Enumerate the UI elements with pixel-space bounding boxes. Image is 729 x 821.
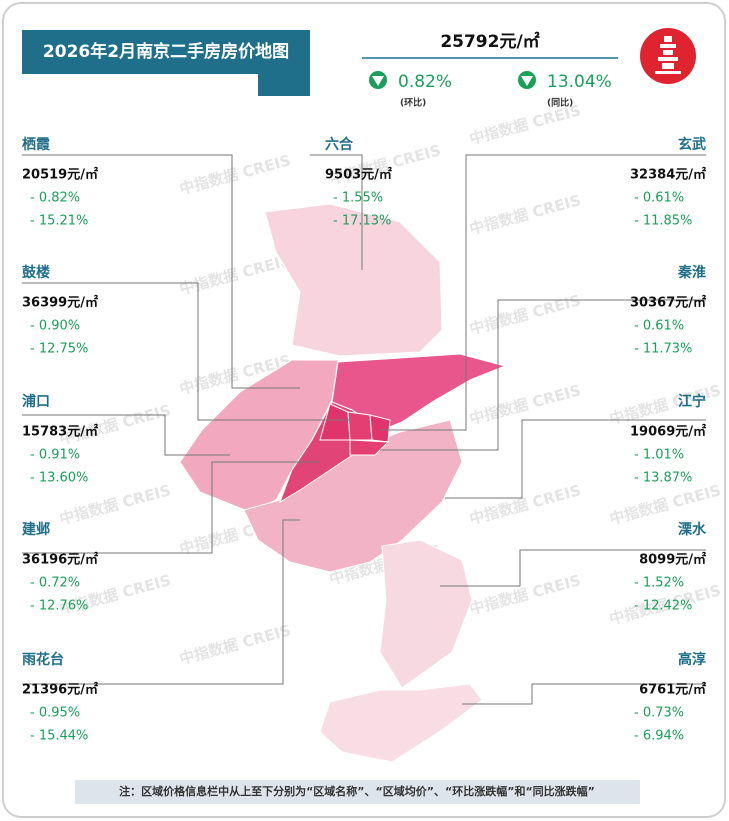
- district-block: 建邺 36196元/㎡ - 0.72% - 12.76%: [22, 521, 98, 614]
- leader-line: [310, 154, 363, 270]
- region-qinhuai: [349, 439, 390, 456]
- note: 注：区域价格信息栏中从上至下分别为“区域名称”、“区域均价”、“环比涨跌幅”和“…: [119, 784, 595, 798]
- district-mom: - 1.52%: [634, 576, 684, 591]
- leader-line: [445, 419, 706, 499]
- district-mom: - 0.90%: [30, 319, 80, 334]
- district-name: 栖霞: [22, 136, 51, 153]
- district-name: 江宁: [678, 393, 706, 410]
- leader-line: [22, 154, 300, 389]
- region-gulou: [347, 411, 373, 441]
- leader-line: [440, 549, 706, 587]
- district-block: 玄武 32384元/㎡ - 0.61% - 11.85%: [630, 136, 706, 229]
- district-price: 32384元/㎡: [630, 167, 706, 183]
- district-block: 浦口 15783元/㎡ - 0.91% - 13.60%: [22, 393, 98, 486]
- district-price: 9503元/㎡: [325, 167, 392, 183]
- district-yoy: - 15.21%: [30, 214, 88, 229]
- district-mom: - 0.73%: [634, 706, 684, 721]
- logo-part: [660, 44, 676, 48]
- district-mom: - 1.55%: [333, 191, 383, 206]
- leader-lines: [22, 154, 706, 705]
- district-mom: - 0.91%: [30, 448, 80, 463]
- banner-shape: [22, 30, 310, 96]
- district-yoy: - 13.87%: [634, 471, 692, 486]
- mom-label: (环比): [400, 97, 426, 109]
- district-yoy: - 11.73%: [634, 342, 692, 357]
- district-price: 36196元/㎡: [22, 552, 98, 568]
- district-yoy: - 15.44%: [30, 729, 88, 744]
- leader-line: [462, 683, 706, 705]
- district-yoy: - 11.85%: [634, 214, 692, 229]
- district-labels: 栖霞 20519元/㎡ - 0.82% - 15.21% 鼓楼 36399元/㎡ - 0.9…: [22, 136, 707, 744]
- district-price: 30367元/㎡: [630, 295, 706, 311]
- district-yoy: - 12.42%: [634, 599, 692, 614]
- district-yoy: - 12.76%: [30, 599, 88, 614]
- district-block: 六合 9503元/㎡ - 1.55% - 17.13%: [325, 136, 392, 229]
- district-mom: - 1.01%: [634, 448, 684, 463]
- leader-line: [380, 299, 706, 451]
- district-block: 栖霞 20519元/㎡ - 0.82% - 15.21%: [22, 136, 98, 229]
- district-mom: - 0.61%: [634, 191, 684, 206]
- district-name: 建邺: [22, 521, 50, 538]
- district-name: 玄武: [678, 136, 706, 153]
- district-block: 溧水 8099元/㎡ - 1.52% - 12.42%: [634, 521, 707, 614]
- yoy-value: 13.04%: [547, 72, 612, 92]
- district-price: 15783元/㎡: [22, 424, 98, 440]
- leader-line: [22, 282, 350, 421]
- district-price: 36399元/㎡: [22, 295, 98, 311]
- district-mom: - 0.61%: [634, 319, 684, 334]
- region-xuanwu: [369, 414, 391, 443]
- district-mom: - 0.95%: [30, 706, 80, 721]
- leader-line: [22, 414, 230, 456]
- district-yoy: - 13.60%: [30, 471, 88, 486]
- district-block: 鼓楼 36399元/㎡ - 0.90% - 12.75%: [22, 264, 98, 357]
- average-price: 25792元/㎡: [440, 31, 539, 52]
- yoy-label: (同比): [547, 97, 573, 109]
- mom-value: 0.82%: [398, 72, 452, 92]
- district-block: 秦淮 30367元/㎡ - 0.61% - 11.73%: [630, 264, 706, 357]
- district-yoy: - 12.75%: [30, 342, 88, 357]
- summary: 25792元/㎡ 0.82% (环比) 13.04% (同比): [362, 31, 618, 109]
- logo-part: [663, 50, 673, 55]
- district-block: 雨花台 21396元/㎡ - 0.95% - 15.44%: [22, 651, 98, 744]
- region-gaochun: [319, 683, 483, 763]
- down-arrow: [372, 76, 384, 86]
- district-name: 溧水: [678, 521, 707, 538]
- logo-part: [655, 71, 681, 74]
- district-name: 雨花台: [22, 651, 64, 668]
- region-lishui: [379, 539, 473, 689]
- logo-part: [664, 36, 672, 42]
- map: [179, 203, 507, 763]
- district-mom: - 0.72%: [30, 576, 80, 591]
- district-block: 江宁 19069元/㎡ - 1.01% - 13.87%: [630, 393, 706, 486]
- leader-line: [22, 461, 320, 554]
- down-arrow: [521, 76, 533, 86]
- title-banner: 2026年2月南京二手房房价地图: [22, 30, 310, 96]
- district-name: 鼓楼: [22, 264, 50, 281]
- district-name: 秦淮: [677, 264, 706, 281]
- district-name: 高淳: [678, 651, 706, 668]
- logo-part: [658, 57, 678, 61]
- district-price: 19069元/㎡: [630, 424, 706, 440]
- district-price: 21396元/㎡: [22, 682, 98, 698]
- district-name: 六合: [325, 136, 354, 153]
- district-price: 20519元/㎡: [22, 167, 98, 183]
- district-block: 高淳 6761元/㎡ - 0.73% - 6.94%: [634, 651, 706, 744]
- logo: [640, 28, 696, 84]
- district-name: 浦口: [22, 393, 50, 410]
- note-box: [75, 780, 640, 804]
- district-yoy: - 6.94%: [634, 729, 684, 744]
- district-mom: - 0.82%: [30, 191, 80, 206]
- logo-circle: [640, 28, 696, 84]
- leader-line: [380, 154, 706, 431]
- leader-line: [22, 519, 300, 685]
- logo-part: [662, 63, 674, 69]
- district-price: 6761元/㎡: [639, 682, 706, 698]
- region-liuhe: [264, 203, 443, 357]
- district-yoy: - 17.13%: [333, 214, 391, 229]
- title: 2026年2月南京二手房房价地图: [43, 41, 289, 62]
- district-price: 8099元/㎡: [639, 552, 706, 568]
